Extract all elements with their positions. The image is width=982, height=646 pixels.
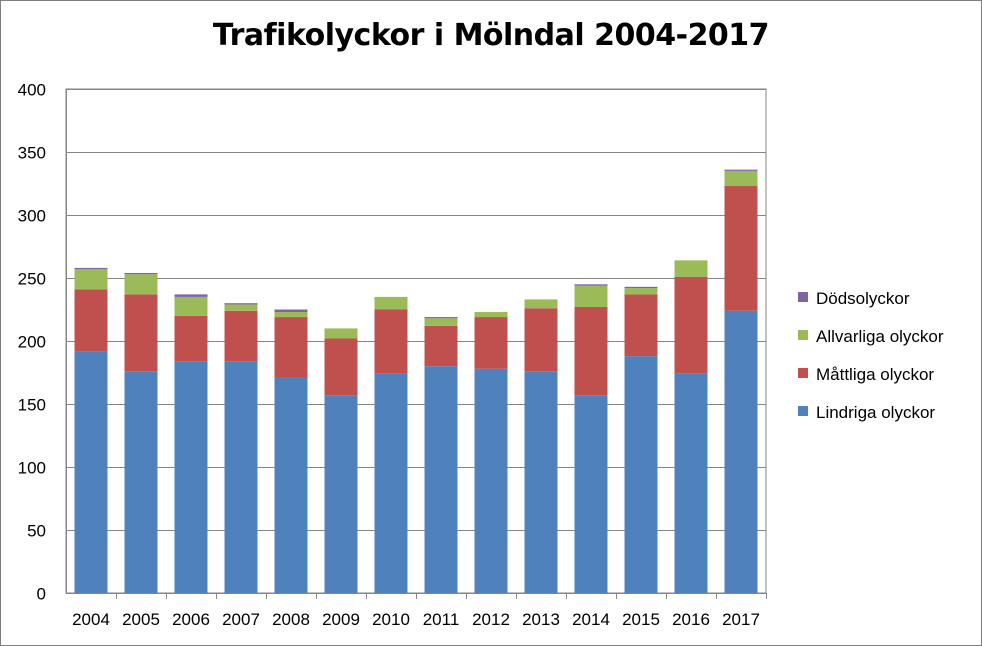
bar-segment-dödsolyckor-2011 [424,317,458,319]
x-tick-label: 2009 [322,610,360,629]
bar-segment-lindriga-olyckor-2008 [274,377,308,593]
legend-swatch [798,292,808,302]
bar-segment-lindriga-olyckor-2010 [374,373,408,593]
bar-segment-lindriga-olyckor-2006 [174,361,208,593]
bar-segment-lindriga-olyckor-2004 [74,351,108,593]
bar-segment-måttliga-olyckor-2007 [224,310,258,362]
bar-segment-allvarliga-olyckor-2012 [474,312,508,318]
bar-segment-allvarliga-olyckor-2013 [524,299,558,309]
bar-segment-lindriga-olyckor-2016 [674,373,708,593]
bar-segment-allvarliga-olyckor-2017 [724,170,758,187]
x-tick-label: 2011 [423,610,460,629]
bar-segment-måttliga-olyckor-2009 [324,338,358,396]
bar-segment-måttliga-olyckor-2014 [574,306,608,396]
y-tick-label: 250 [18,270,46,289]
bar-segment-dödsolyckor-2014 [574,284,608,286]
y-tick-label: 300 [18,207,46,226]
bar-segment-allvarliga-olyckor-2015 [624,288,658,295]
axes: 0 50 100 150 200 250 300 350 400 2004 2005 2006 2007… [18,81,767,629]
legend-label: Dödsolyckor [816,289,910,308]
x-tick-label: 2007 [222,610,260,629]
y-tick-label: 0 [37,585,46,604]
x-tick-label: 2006 [172,610,210,629]
bar-segment-måttliga-olyckor-2012 [474,317,508,369]
legend-label: Lindriga olyckor [816,403,935,422]
bar-segment-måttliga-olyckor-2010 [374,309,408,374]
y-tick-label: 150 [18,396,46,415]
x-tick-label: 2015 [622,610,660,629]
bar-segment-lindriga-olyckor-2015 [624,356,658,593]
bar-segment-måttliga-olyckor-2008 [274,317,308,378]
bar-segment-måttliga-olyckor-2017 [724,186,758,311]
bar-segment-allvarliga-olyckor-2011 [424,318,458,326]
x-tick-label: 2013 [522,610,560,629]
bar-segment-lindriga-olyckor-2011 [424,366,458,593]
bar-segment-måttliga-olyckor-2011 [424,325,458,367]
x-tick-label: 2004 [72,610,110,629]
bar-segment-lindriga-olyckor-2013 [524,371,558,593]
bar-segment-allvarliga-olyckor-2007 [224,304,258,311]
y-tick-label: 350 [18,144,46,163]
bar-segment-lindriga-olyckor-2014 [574,395,608,593]
y-tick-label: 200 [18,333,46,352]
legend-label: Måttliga olyckor [816,365,934,384]
legend-swatch [798,406,808,416]
x-tick-label: 2016 [672,610,710,629]
x-tick-label: 2017 [722,610,760,629]
bar-segment-måttliga-olyckor-2013 [524,308,558,372]
bar-segment-dödsolyckor-2006 [174,294,208,297]
y-tick-label: 400 [18,81,46,100]
bar-segment-allvarliga-olyckor-2009 [324,328,358,339]
bar-segment-allvarliga-olyckor-2005 [124,274,158,295]
legend-label: Allvarliga olyckor [816,327,944,346]
x-tick-label: 2014 [572,610,610,629]
bar-segment-dödsolyckor-2008 [274,309,308,313]
x-tick-label: 2012 [472,610,510,629]
bar-segment-lindriga-olyckor-2009 [324,395,358,593]
x-tick-label: 2005 [122,610,160,629]
bar-segment-allvarliga-olyckor-2008 [274,312,308,318]
chart-title: Trafikolyckor i Mölndal 2004-2017 [212,18,770,53]
bar-segment-måttliga-olyckor-2006 [174,315,208,362]
bar-segment-dödsolyckor-2005 [124,272,158,275]
bar-segment-allvarliga-olyckor-2010 [374,296,408,310]
bar-segment-allvarliga-olyckor-2004 [74,269,108,290]
bar-segment-måttliga-olyckor-2004 [74,289,108,352]
bar-segment-måttliga-olyckor-2015 [624,294,658,357]
bar-segment-lindriga-olyckor-2007 [224,361,258,593]
bar-segment-lindriga-olyckor-2005 [124,371,158,593]
bar-segment-allvarliga-olyckor-2006 [174,296,208,316]
bar-segment-dödsolyckor-2015 [624,286,658,289]
bar-segment-måttliga-olyckor-2005 [124,294,158,372]
y-tick-label: 100 [18,459,46,478]
x-tick-label: 2008 [272,610,310,629]
bar-segment-måttliga-olyckor-2016 [674,276,708,374]
legend-swatch [798,368,808,378]
bar-segment-lindriga-olyckor-2012 [474,368,508,593]
bar-segment-dödsolyckor-2007 [224,303,258,305]
legend-swatch [798,330,808,340]
bar-segment-allvarliga-olyckor-2014 [574,285,608,307]
bar-segment-allvarliga-olyckor-2016 [674,260,708,277]
bars [74,169,758,593]
x-tick-label: 2010 [372,610,410,629]
bar-segment-dödsolyckor-2017 [724,169,758,171]
bar-segment-dödsolyckor-2004 [74,267,108,270]
gridlines [65,88,767,594]
y-tick-label: 50 [27,522,46,541]
bar-segment-lindriga-olyckor-2017 [724,310,758,593]
legend: Dödsolyckor Allvarliga olyckor Måttliga ol… [798,289,944,422]
